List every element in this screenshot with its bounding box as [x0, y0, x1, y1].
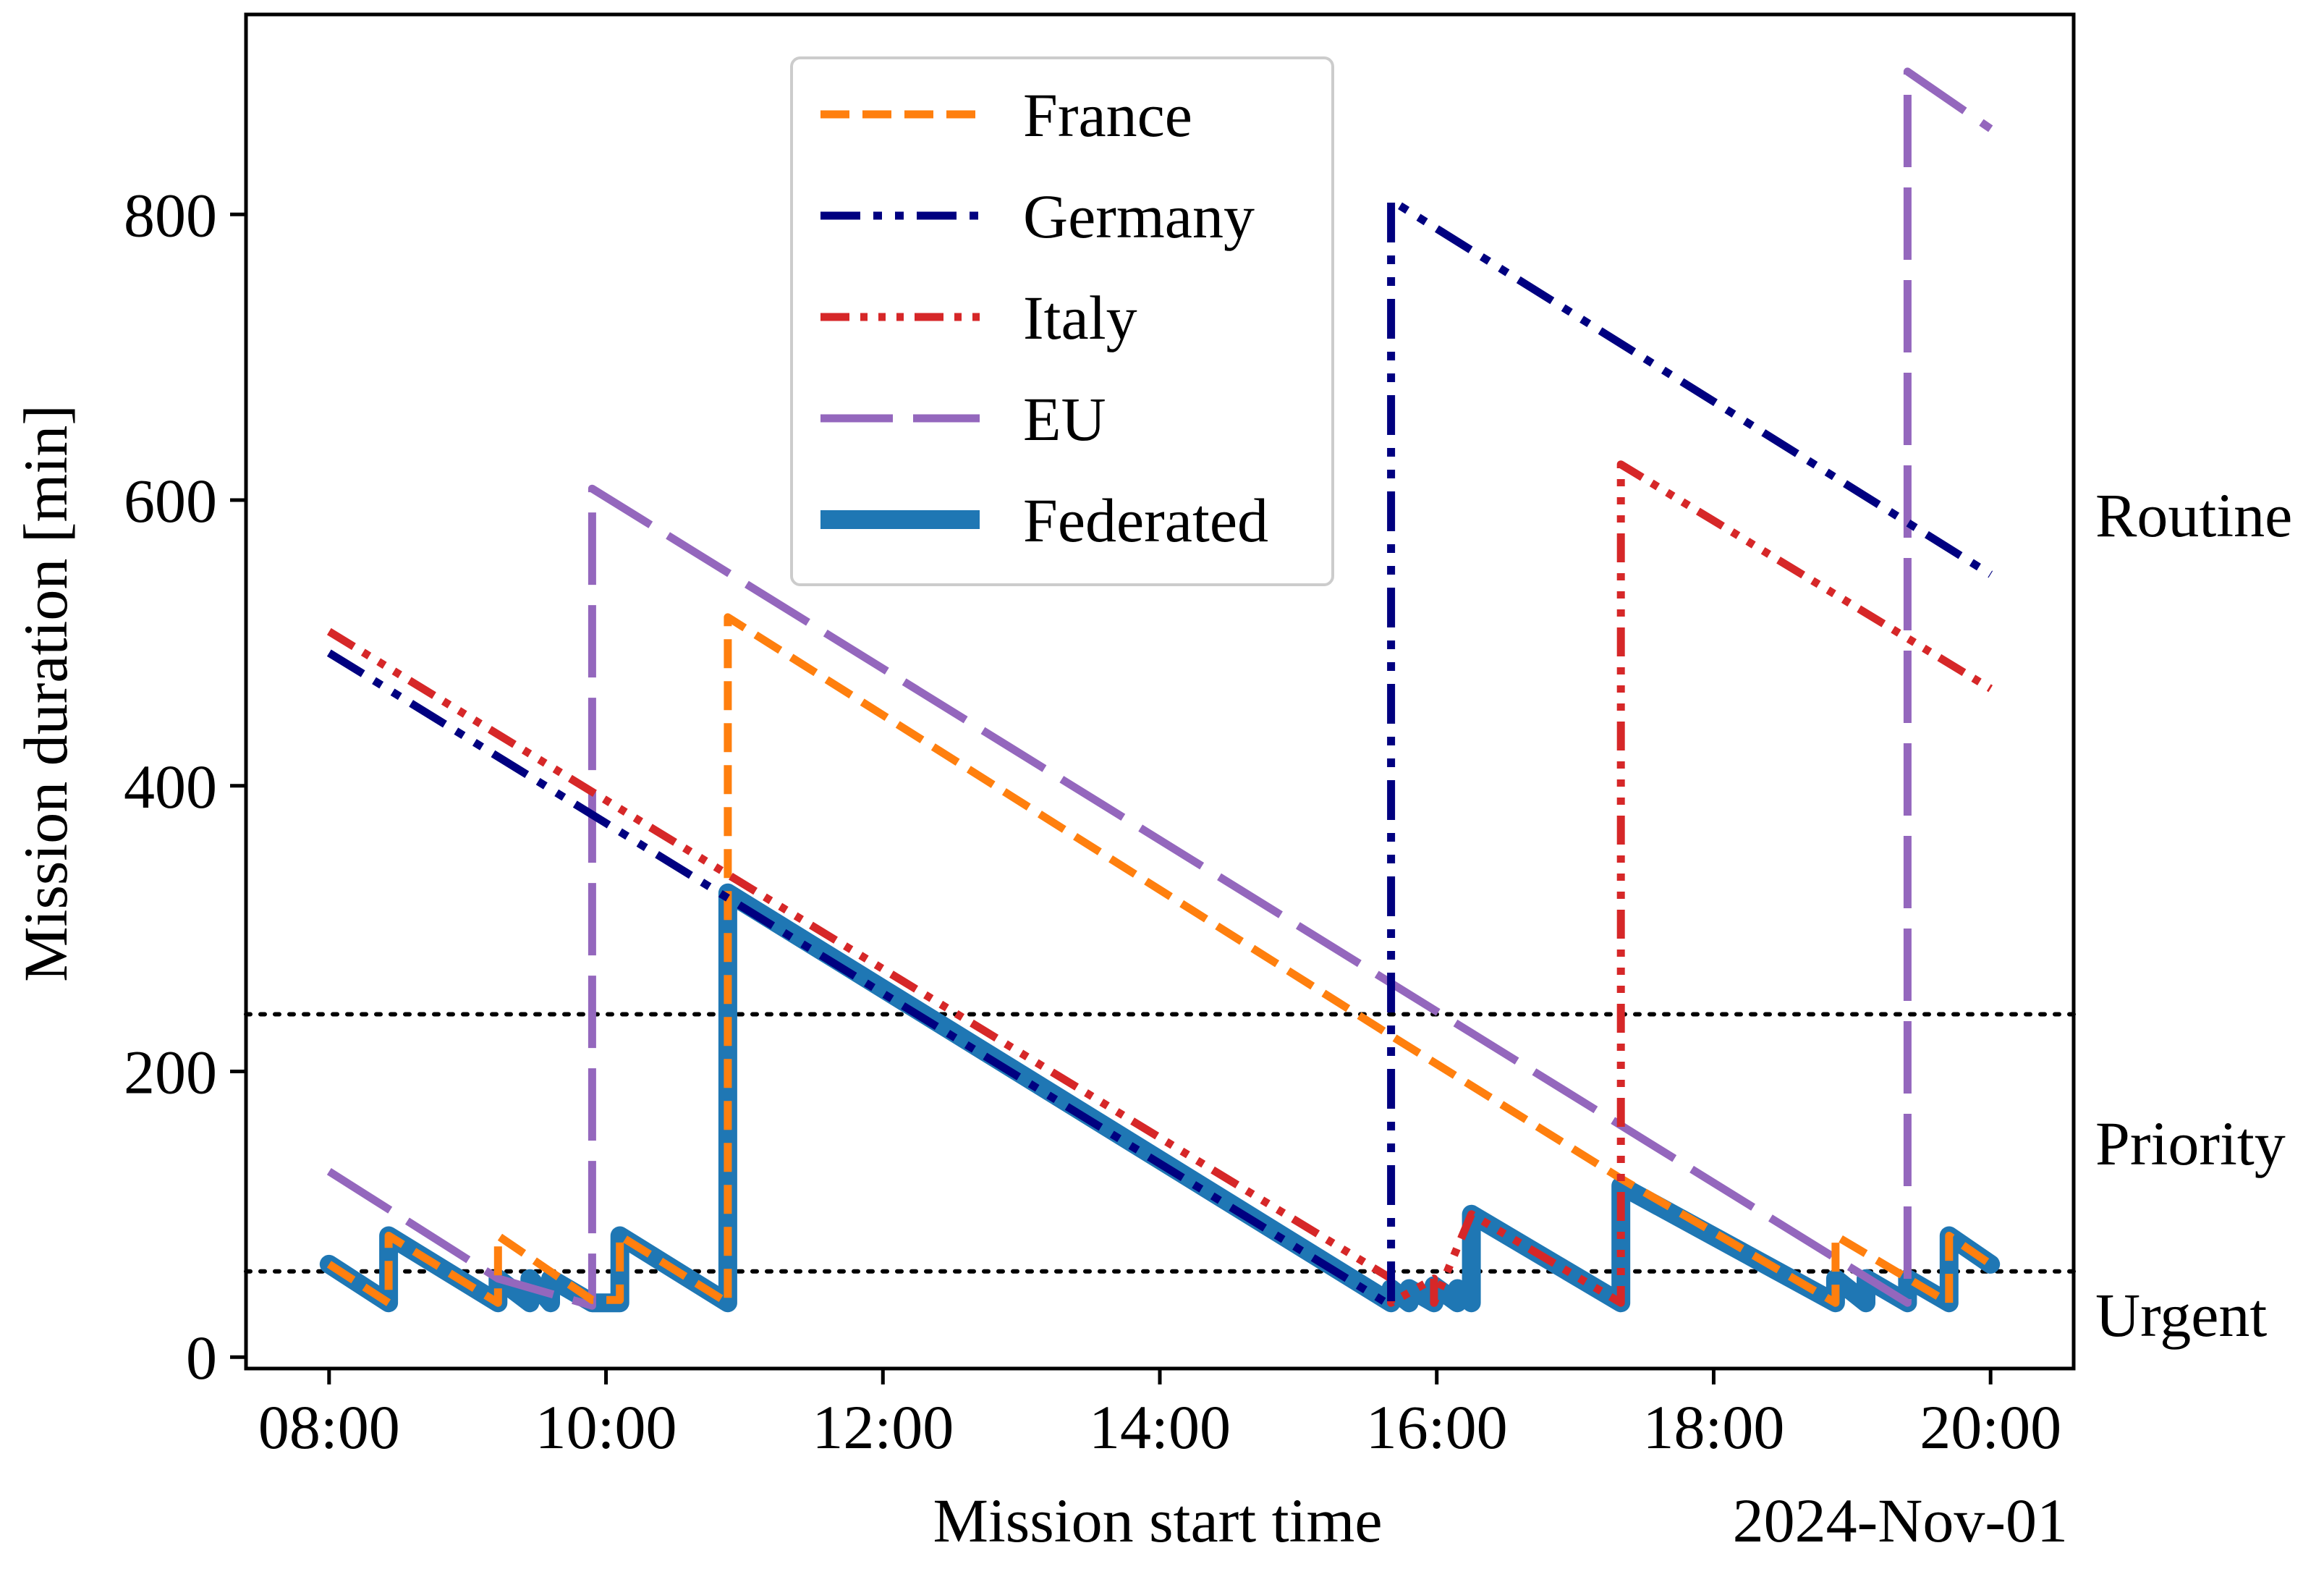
band-label-urgent: Urgent [2095, 1280, 2267, 1350]
x-tick-label: 14:00 [1089, 1392, 1231, 1462]
series-layer [319, 67, 2001, 1313]
series-line-france [326, 613, 1993, 1307]
legend: France Germany Italy EU Federated [790, 56, 1334, 586]
y-axis-ticks: 0 200 400 600 800 [124, 180, 246, 1392]
x-axis-ticks: 08:00 10:00 12:00 14:00 16:00 18:00 20:00 [258, 1369, 2061, 1462]
legend-label-federated: Federated [1023, 486, 1268, 555]
date-label: 2024-Nov-01 [1733, 1486, 2068, 1555]
series-line-germany [326, 196, 1993, 1310]
legend-label-germany: Germany [1023, 182, 1255, 251]
series-line-eu [326, 67, 1993, 1310]
x-tick-label: 20:00 [1920, 1392, 2061, 1462]
legend-label-eu: EU [1023, 384, 1106, 454]
y-tick-label: 400 [124, 752, 217, 821]
band-labels: Urgent Priority Routine [2095, 481, 2292, 1350]
x-tick-label: 18:00 [1643, 1392, 1785, 1462]
y-tick-label: 200 [124, 1037, 217, 1107]
x-tick-label: 16:00 [1366, 1392, 1508, 1462]
legend-label-france: France [1023, 80, 1192, 150]
legend-label-italy: Italy [1023, 283, 1137, 352]
band-label-priority: Priority [2095, 1109, 2286, 1178]
legend-box [790, 56, 1334, 586]
y-tick-label: 600 [124, 466, 217, 536]
y-tick-label: 0 [186, 1323, 217, 1392]
y-axis-label: Mission duration [min] [11, 405, 80, 982]
x-tick-label: 08:00 [258, 1392, 400, 1462]
band-label-routine: Routine [2095, 481, 2292, 550]
y-tick-label: 800 [124, 180, 217, 250]
x-tick-label: 10:00 [535, 1392, 677, 1462]
x-tick-label: 12:00 [812, 1392, 954, 1462]
x-axis-label: Mission start time [933, 1486, 1382, 1555]
